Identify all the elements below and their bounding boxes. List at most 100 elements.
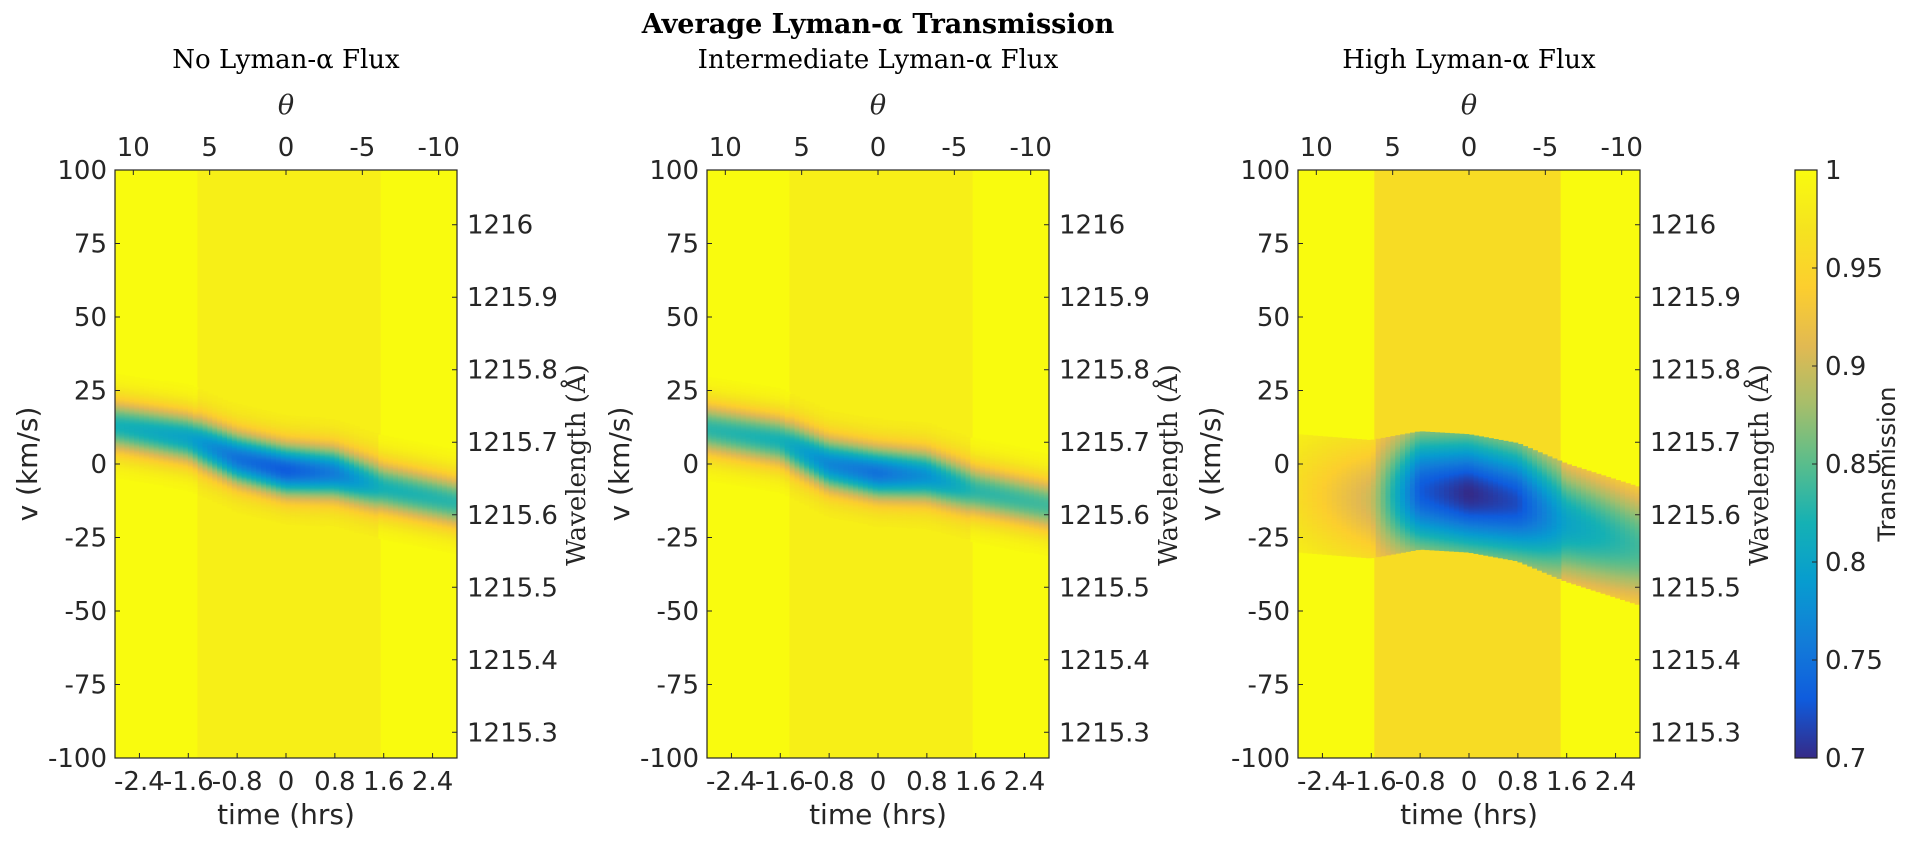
heatmap-cell xyxy=(285,422,292,425)
heatmap-cell xyxy=(241,454,248,457)
heatmap-cell xyxy=(305,439,311,442)
heatmap-cell xyxy=(143,430,150,433)
heatmap-cell xyxy=(158,441,165,444)
heatmap-cell xyxy=(363,521,370,524)
heatmap-cell xyxy=(275,460,282,463)
heatmap-cell xyxy=(368,454,375,457)
heatmap-cell xyxy=(207,466,214,469)
heatmap-cell xyxy=(217,422,223,425)
heatmap-cell xyxy=(197,397,204,400)
heatmap-cell xyxy=(153,444,160,447)
heatmap-cell xyxy=(217,430,223,433)
heatmap-cell xyxy=(334,437,341,440)
heatmap-cell xyxy=(305,521,311,524)
heatmap-cell xyxy=(344,446,350,449)
heatmap-cell xyxy=(129,472,135,475)
heatmap-cell xyxy=(270,512,277,515)
heatmap-cell xyxy=(290,495,297,498)
heatmap-cell xyxy=(148,383,155,386)
heatmap-cell xyxy=(300,498,306,501)
heatmap-cell xyxy=(231,447,238,450)
heatmap-cell xyxy=(115,404,121,407)
heatmap-cell xyxy=(143,406,150,409)
heatmap-cell xyxy=(173,424,179,427)
heatmap-cell xyxy=(217,448,223,451)
heatmap-cell xyxy=(329,447,336,450)
heatmap-cell xyxy=(305,489,311,492)
heatmap-cell xyxy=(349,478,355,481)
heatmap-cell xyxy=(153,393,160,396)
heatmap-cell xyxy=(280,520,287,523)
heatmap-cell xyxy=(134,385,140,388)
heatmap-cell xyxy=(285,504,292,507)
heatmap-cell xyxy=(178,475,184,478)
heatmap-cell xyxy=(202,406,209,409)
heatmap-cell xyxy=(236,412,243,415)
heatmap-cell xyxy=(373,531,380,534)
heatmap-cell xyxy=(226,409,233,412)
heatmap-cell xyxy=(143,462,150,465)
heatmap-cell xyxy=(275,437,282,440)
heatmap-cell xyxy=(134,475,140,478)
heatmap-cell xyxy=(270,421,277,424)
heatmap-cell xyxy=(300,430,306,433)
heatmap-cell xyxy=(226,456,233,459)
heatmap-cell xyxy=(300,490,306,493)
heatmap-cell xyxy=(134,380,140,383)
heatmap-cell xyxy=(334,510,341,513)
heatmap-cell xyxy=(124,472,131,475)
heatmap-cell xyxy=(324,428,331,431)
heatmap-cell xyxy=(266,430,272,433)
heatmap-cell xyxy=(339,524,346,526)
heatmap-cell xyxy=(163,447,170,450)
heatmap-cell xyxy=(314,471,321,474)
heatmap-cell xyxy=(236,497,243,500)
heatmap-cell xyxy=(354,467,360,470)
heatmap-cell xyxy=(251,463,258,465)
heatmap-cell xyxy=(202,429,209,432)
heatmap-cell xyxy=(324,476,331,479)
heatmap-cell xyxy=(314,518,321,521)
heatmap-cell xyxy=(300,462,306,465)
heatmap-cell xyxy=(153,400,160,403)
heatmap-cell xyxy=(192,404,199,407)
heatmap-cell xyxy=(115,443,121,446)
heatmap-cell xyxy=(241,497,248,500)
heatmap-cell xyxy=(270,466,277,469)
heatmap-cell xyxy=(358,468,365,471)
heatmap-cell xyxy=(178,479,184,482)
heatmap-cell xyxy=(305,516,311,519)
heatmap-cell xyxy=(383,532,389,535)
heatmap-cell xyxy=(163,444,170,447)
heatmap-cell xyxy=(119,460,126,463)
heatmap-cell xyxy=(280,433,287,436)
heatmap-cell xyxy=(173,464,179,467)
heatmap-cell xyxy=(231,415,238,418)
heatmap-cell xyxy=(236,440,243,443)
heatmap-cell xyxy=(251,477,258,480)
heatmap-cell xyxy=(344,479,350,482)
heatmap-cell xyxy=(153,410,160,413)
heatmap-cell xyxy=(217,462,223,465)
heatmap-cell xyxy=(207,417,214,419)
heatmap-cell xyxy=(368,432,375,435)
heatmap-cell xyxy=(178,463,184,465)
heatmap-cell xyxy=(143,423,150,426)
heatmap-cell xyxy=(314,466,321,469)
heatmap-cell xyxy=(173,411,179,414)
heatmap-cell xyxy=(226,455,233,458)
heatmap-cell xyxy=(334,428,341,431)
heatmap-cell xyxy=(168,460,175,463)
heatmap-cell xyxy=(324,519,331,521)
heatmap-cell xyxy=(226,496,233,499)
heatmap-cell xyxy=(256,502,262,505)
heatmap-cell xyxy=(334,520,341,523)
heatmap-cell xyxy=(129,457,135,460)
heatmap-cell xyxy=(158,438,165,441)
heatmap-cell xyxy=(168,448,175,451)
heatmap-cell xyxy=(339,464,346,467)
heatmap-cell xyxy=(378,468,385,471)
heatmap-cell xyxy=(373,466,380,469)
heatmap-cell xyxy=(212,423,218,426)
